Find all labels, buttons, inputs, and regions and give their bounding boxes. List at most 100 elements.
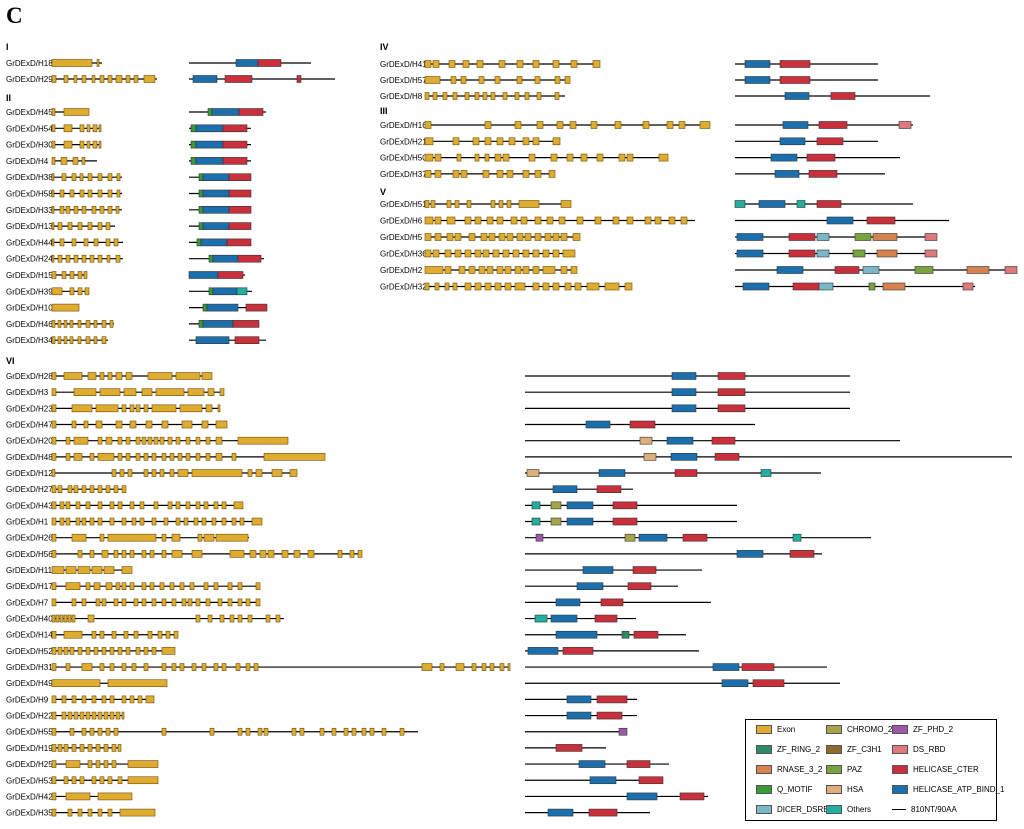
- exon: [454, 249, 462, 258]
- exon: [464, 216, 472, 225]
- gene-row: GrDExD/H18: [6, 59, 311, 68]
- exon: [113, 598, 119, 607]
- group-title: IV: [380, 42, 389, 52]
- gene-row: GrDExD/H41: [380, 60, 878, 69]
- gene-name: GrDExD/H33: [6, 206, 53, 215]
- exon: [532, 282, 540, 291]
- exon: [289, 469, 298, 477]
- gene-name: GrDExD/H38: [6, 173, 53, 182]
- exon: [63, 124, 73, 133]
- domain-others: [531, 501, 541, 510]
- exon: [666, 121, 674, 129]
- exon: [73, 75, 78, 83]
- exon: [109, 647, 115, 655]
- domain-helicase-atp-bind-1: [721, 679, 749, 688]
- exon: [71, 404, 93, 413]
- exon: [87, 372, 97, 380]
- exon: [504, 266, 512, 274]
- gene-name: GrDExD/H17: [6, 582, 53, 591]
- exon: [474, 216, 482, 225]
- exon: [424, 92, 430, 100]
- gene-name: GrDExD/H43: [6, 501, 53, 510]
- exon: [474, 282, 482, 291]
- exon: [195, 453, 201, 461]
- exon: [554, 92, 560, 100]
- domain-helicase-cter: [562, 647, 594, 655]
- domain-helicase-cter: [632, 566, 657, 574]
- exon: [516, 76, 523, 84]
- exon: [139, 501, 145, 510]
- gene-name: GrDExD/H42: [6, 792, 53, 801]
- exon: [111, 760, 117, 768]
- exon: [81, 663, 93, 671]
- exon: [167, 436, 173, 445]
- exon: [319, 727, 325, 736]
- exon: [85, 711, 91, 720]
- domain-others: [534, 614, 548, 623]
- exon: [556, 121, 564, 129]
- exon: [115, 420, 123, 429]
- exon: [117, 647, 123, 655]
- domain-q-motif: [198, 189, 204, 198]
- exon: [237, 598, 243, 607]
- exon: [129, 550, 135, 558]
- exon: [507, 663, 511, 671]
- domain-helicase-cter: [679, 792, 705, 801]
- exon: [57, 744, 63, 752]
- gene-name: GrDExD/H14: [6, 631, 53, 640]
- exon: [105, 222, 111, 230]
- domain-helicase-cter: [224, 75, 253, 83]
- legend-swatch: [826, 805, 842, 815]
- exon: [83, 238, 89, 247]
- exon: [434, 233, 442, 241]
- legend-label: ZF_PHD_2: [913, 725, 954, 734]
- exon: [189, 582, 195, 591]
- exon: [109, 501, 115, 510]
- exon: [468, 266, 476, 274]
- exon: [57, 222, 63, 230]
- exon: [149, 550, 155, 558]
- exon: [135, 436, 141, 445]
- exon: [512, 249, 520, 258]
- exon: [532, 266, 540, 274]
- exon: [87, 189, 93, 198]
- exon: [205, 453, 211, 461]
- exon: [502, 92, 508, 100]
- exon: [95, 760, 101, 768]
- exon: [658, 153, 669, 162]
- exon: [107, 679, 168, 688]
- exon: [95, 598, 101, 607]
- legend-label: PAZ: [847, 765, 862, 774]
- exon: [455, 663, 465, 671]
- exon: [51, 517, 57, 526]
- exon: [63, 647, 69, 655]
- exon: [424, 153, 434, 162]
- exon: [51, 469, 56, 477]
- exon: [119, 808, 156, 817]
- exon: [502, 249, 510, 258]
- gene-name: GrDExD/H58: [6, 190, 53, 199]
- group-title: III: [380, 106, 388, 116]
- domain-helicase-cter: [234, 336, 260, 345]
- exon: [626, 153, 634, 162]
- exon: [570, 266, 578, 274]
- domain-helicase-atp-bind-1: [547, 808, 574, 817]
- exon: [167, 501, 173, 510]
- exon: [257, 727, 263, 736]
- exon: [61, 695, 67, 704]
- domain-helicase-cter: [555, 744, 583, 752]
- exon: [211, 517, 217, 526]
- exon: [215, 533, 249, 542]
- exon: [77, 566, 91, 574]
- domain-helicase-atp-bind-1: [774, 170, 800, 178]
- exon: [185, 436, 191, 445]
- exon: [81, 517, 87, 526]
- exon: [424, 200, 430, 208]
- domain-helicase-cter: [232, 320, 260, 328]
- legend-swatch: [756, 805, 772, 815]
- exon: [69, 336, 74, 345]
- gene-name: GrDExD/H28: [6, 372, 53, 381]
- domain-helicase-cter: [830, 92, 856, 100]
- domain-helicase-cter: [834, 266, 860, 274]
- exon: [574, 282, 582, 291]
